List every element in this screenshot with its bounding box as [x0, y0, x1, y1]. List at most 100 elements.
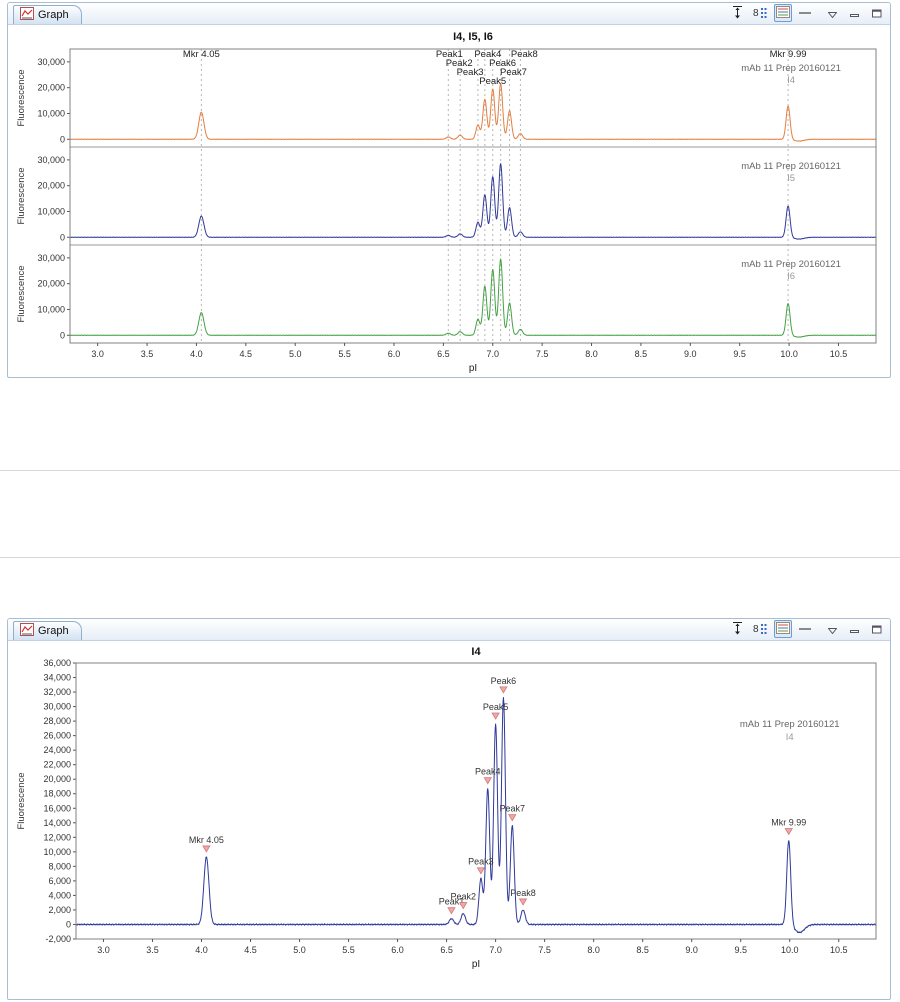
- svg-text:I4: I4: [471, 646, 481, 658]
- svg-text:10,000: 10,000: [37, 108, 65, 118]
- svg-text:6.5: 6.5: [440, 945, 453, 955]
- legend-toggle-icon: [776, 5, 790, 21]
- svg-text:I4, I5, I6: I4, I5, I6: [453, 31, 493, 43]
- panel-toolbar: 8: [729, 620, 887, 640]
- minimize-button[interactable]: [846, 620, 863, 638]
- svg-text:9.5: 9.5: [734, 945, 747, 955]
- panel-header: Graph 8: [8, 3, 890, 25]
- svg-text:8.0: 8.0: [585, 349, 598, 359]
- svg-text:Peak6: Peak6: [489, 58, 516, 69]
- legend-toggle-button[interactable]: [774, 4, 792, 22]
- svg-text:14,000: 14,000: [43, 818, 71, 828]
- svg-text:Peak3: Peak3: [468, 857, 494, 867]
- svg-text:6.0: 6.0: [388, 349, 401, 359]
- fit-height-icon: [731, 621, 744, 638]
- svg-text:Peak5: Peak5: [483, 702, 509, 712]
- svg-text:12,000: 12,000: [43, 832, 71, 842]
- minimize-icon: [849, 622, 860, 637]
- legend-toggle-button[interactable]: [774, 620, 792, 638]
- svg-text:Fluorescence: Fluorescence: [16, 772, 27, 829]
- svg-text:Fluorescence: Fluorescence: [16, 167, 27, 224]
- line-style-button[interactable]: [796, 4, 814, 22]
- maximize-button[interactable]: [868, 4, 885, 22]
- tab-graph[interactable]: Graph: [13, 621, 82, 640]
- svg-text:Peak4: Peak4: [475, 767, 501, 777]
- svg-text:5.5: 5.5: [338, 349, 351, 359]
- chart-area-single: I4 -2,000 0 2,000 4,000 6,000 8,000 10,000 12,00…: [8, 641, 890, 1002]
- axis-scale-button[interactable]: 8: [750, 620, 770, 638]
- graph-icon: [20, 623, 34, 639]
- svg-text:18,000: 18,000: [43, 789, 71, 799]
- svg-text:mAb 11 Prep 20160121: mAb 11 Prep 20160121: [741, 63, 841, 74]
- svg-text:3.0: 3.0: [91, 349, 104, 359]
- svg-text:7.0: 7.0: [489, 945, 502, 955]
- axis-scale-icon: 8: [752, 5, 768, 22]
- svg-text:7.5: 7.5: [536, 349, 549, 359]
- svg-text:28,000: 28,000: [43, 716, 71, 726]
- axis-scale-button[interactable]: 8: [750, 4, 770, 22]
- svg-text:Mkr 4.05: Mkr 4.05: [183, 49, 220, 60]
- svg-text:mAb 11 Prep 20160121: mAb 11 Prep 20160121: [741, 259, 841, 270]
- svg-text:4,000: 4,000: [48, 890, 71, 900]
- line-style-button[interactable]: [796, 620, 814, 638]
- svg-text:pI: pI: [469, 363, 477, 374]
- svg-text:8,000: 8,000: [48, 861, 71, 871]
- svg-text:16,000: 16,000: [43, 803, 71, 813]
- svg-text:I4: I4: [787, 75, 795, 86]
- svg-text:30,000: 30,000: [37, 155, 65, 165]
- minimize-button[interactable]: [846, 4, 863, 22]
- tab-graph[interactable]: Graph: [13, 5, 82, 24]
- fit-height-button[interactable]: [729, 620, 746, 638]
- svg-text:Mkr 4.05: Mkr 4.05: [189, 835, 224, 845]
- view-window-controls: [824, 620, 887, 638]
- svg-text:I5: I5: [787, 173, 795, 184]
- svg-text:0: 0: [60, 134, 65, 144]
- svg-text:5.0: 5.0: [293, 945, 306, 955]
- svg-text:Peak5: Peak5: [479, 76, 506, 87]
- view-menu-icon: [827, 6, 838, 21]
- view-menu-icon: [827, 622, 838, 637]
- svg-text:8: 8: [753, 8, 759, 19]
- svg-text:4.5: 4.5: [244, 945, 257, 955]
- svg-text:0: 0: [60, 232, 65, 242]
- line-style-icon: [798, 621, 812, 638]
- graph-panel-single: Graph 8: [7, 618, 891, 1000]
- svg-text:10.0: 10.0: [780, 349, 798, 359]
- legend-toggle-icon: [776, 621, 790, 637]
- svg-text:10.0: 10.0: [781, 945, 799, 955]
- view-menu-button[interactable]: [824, 620, 841, 638]
- view-menu-button[interactable]: [824, 4, 841, 22]
- svg-text:Fluorescence: Fluorescence: [16, 69, 27, 126]
- svg-text:Peak2: Peak2: [450, 892, 476, 902]
- svg-text:30,000: 30,000: [43, 702, 71, 712]
- svg-text:26,000: 26,000: [43, 731, 71, 741]
- svg-text:5.0: 5.0: [289, 349, 302, 359]
- svg-text:20,000: 20,000: [37, 279, 65, 289]
- overlay-electropherogram-chart: I4, I5, I6 0 10,000 20,000 30,000 Fluorescenc…: [16, 31, 877, 374]
- minimize-icon: [849, 6, 860, 21]
- tab-label: Graph: [38, 625, 69, 637]
- svg-text:Peak1: Peak1: [436, 49, 463, 60]
- svg-text:36,000: 36,000: [43, 658, 71, 668]
- svg-text:32,000: 32,000: [43, 687, 71, 697]
- svg-text:3.5: 3.5: [141, 349, 154, 359]
- graph-icon: [20, 7, 34, 23]
- svg-text:7.5: 7.5: [538, 945, 551, 955]
- svg-text:20,000: 20,000: [37, 181, 65, 191]
- svg-text:mAb 11 Prep 20160121: mAb 11 Prep 20160121: [741, 161, 841, 172]
- svg-text:30,000: 30,000: [37, 253, 65, 263]
- svg-text:mAb 11 Prep 20160121: mAb 11 Prep 20160121: [740, 719, 840, 730]
- fit-height-button[interactable]: [729, 4, 746, 22]
- svg-text:4.5: 4.5: [240, 349, 253, 359]
- divider-line-upper: [0, 470, 900, 471]
- svg-text:pI: pI: [472, 959, 480, 970]
- svg-text:20,000: 20,000: [37, 83, 65, 93]
- svg-text:7.0: 7.0: [486, 349, 499, 359]
- svg-text:9.0: 9.0: [684, 349, 697, 359]
- svg-text:Mkr 9.99: Mkr 9.99: [770, 49, 807, 60]
- panel-toolbar: 8: [729, 4, 887, 24]
- svg-text:10,000: 10,000: [43, 847, 71, 857]
- maximize-button[interactable]: [868, 620, 885, 638]
- svg-text:Peak7: Peak7: [500, 67, 527, 78]
- divider-line-lower: [0, 557, 900, 558]
